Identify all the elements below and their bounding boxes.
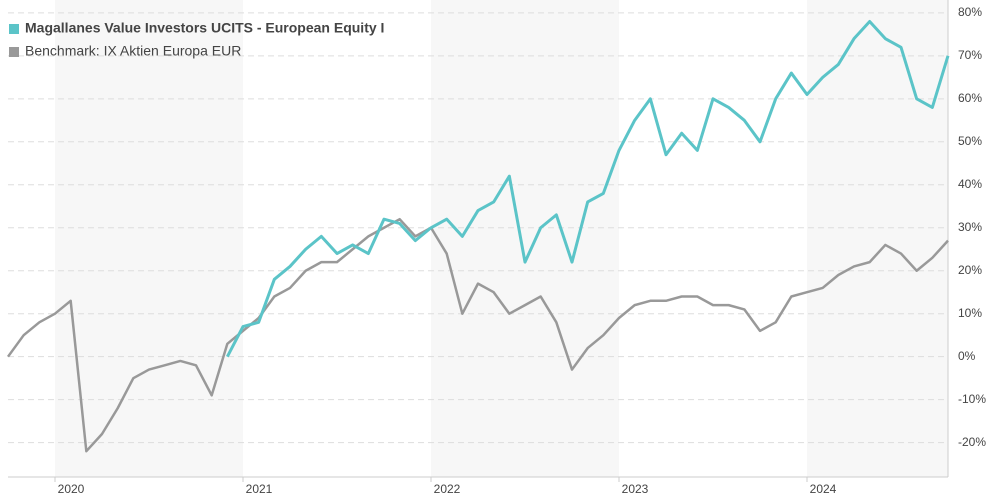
y-tick-label: 0%: [958, 349, 976, 363]
legend-label: Benchmark: IX Aktien Europa EUR: [25, 43, 241, 59]
y-tick-label: -10%: [958, 392, 986, 406]
y-tick-label: 30%: [958, 220, 982, 234]
year-band: [55, 0, 243, 477]
y-tick-label: 40%: [958, 177, 982, 191]
year-band: [807, 0, 948, 477]
x-tick-label: 2024: [810, 482, 837, 496]
legend-label: Magallanes Value Investors UCITS - Europ…: [25, 20, 384, 36]
y-tick-label: 10%: [958, 306, 982, 320]
y-tick-label: 50%: [958, 134, 982, 148]
series-line: [226, 19, 950, 358]
series-line: [6, 217, 949, 453]
x-tick-label: 2023: [622, 482, 649, 496]
year-band: [431, 0, 619, 477]
x-tick-label: 2022: [434, 482, 461, 496]
x-tick-label: 2021: [246, 482, 273, 496]
y-tick-label: 70%: [958, 48, 982, 62]
y-tick-label: 60%: [958, 91, 982, 105]
legend-swatch: [9, 24, 19, 34]
x-tick-label: 2020: [58, 482, 85, 496]
y-tick-label: 20%: [958, 263, 982, 277]
legend-swatch: [9, 47, 19, 57]
y-tick-label: -20%: [958, 435, 986, 449]
y-tick-label: 80%: [958, 5, 982, 19]
